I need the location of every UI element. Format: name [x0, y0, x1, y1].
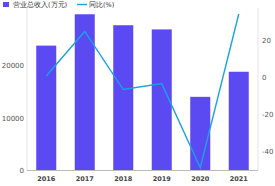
x-tick-label: 2020: [191, 175, 210, 183]
x-tick-label: 2017: [76, 175, 94, 183]
x-tick-label: 2018: [114, 175, 133, 183]
bar: [229, 72, 249, 170]
x-tick-label: 2021: [230, 175, 249, 183]
chart-svg: 0 10000 20000 -40 -20 0 20 2016 2017 2018 2019 2020…: [0, 0, 275, 186]
x-tick-label: 2019: [153, 175, 172, 183]
legend-label: 同比(%): [89, 1, 114, 9]
bar: [113, 25, 133, 170]
y-tick-label: 10000: [2, 115, 24, 123]
y-axis-line: [27, 8, 28, 170]
legend-label: 营业总收入(万元): [13, 1, 67, 9]
chart: 0 10000 20000 -40 -20 0 20 2016 2017 2018 2019 2020…: [0, 0, 275, 186]
y-tick-label: 20000: [2, 62, 24, 70]
line: [46, 14, 239, 168]
y2-tick-label: -40: [262, 148, 273, 156]
legend-swatch: [77, 4, 87, 5]
y2-axis-line: [258, 8, 259, 170]
bar: [190, 97, 210, 170]
y2-tick-label: -20: [262, 111, 273, 119]
x-axis-line: [27, 170, 258, 171]
y-tick-label: 0: [20, 167, 24, 175]
bar: [75, 14, 95, 170]
y2-tick-label: 0: [262, 74, 266, 82]
plot-marks: [36, 14, 249, 170]
y2-tick-label: 20: [262, 37, 271, 45]
x-tick-label: 2016: [37, 175, 56, 183]
legend-swatch: [3, 2, 9, 7]
bar: [36, 46, 56, 170]
